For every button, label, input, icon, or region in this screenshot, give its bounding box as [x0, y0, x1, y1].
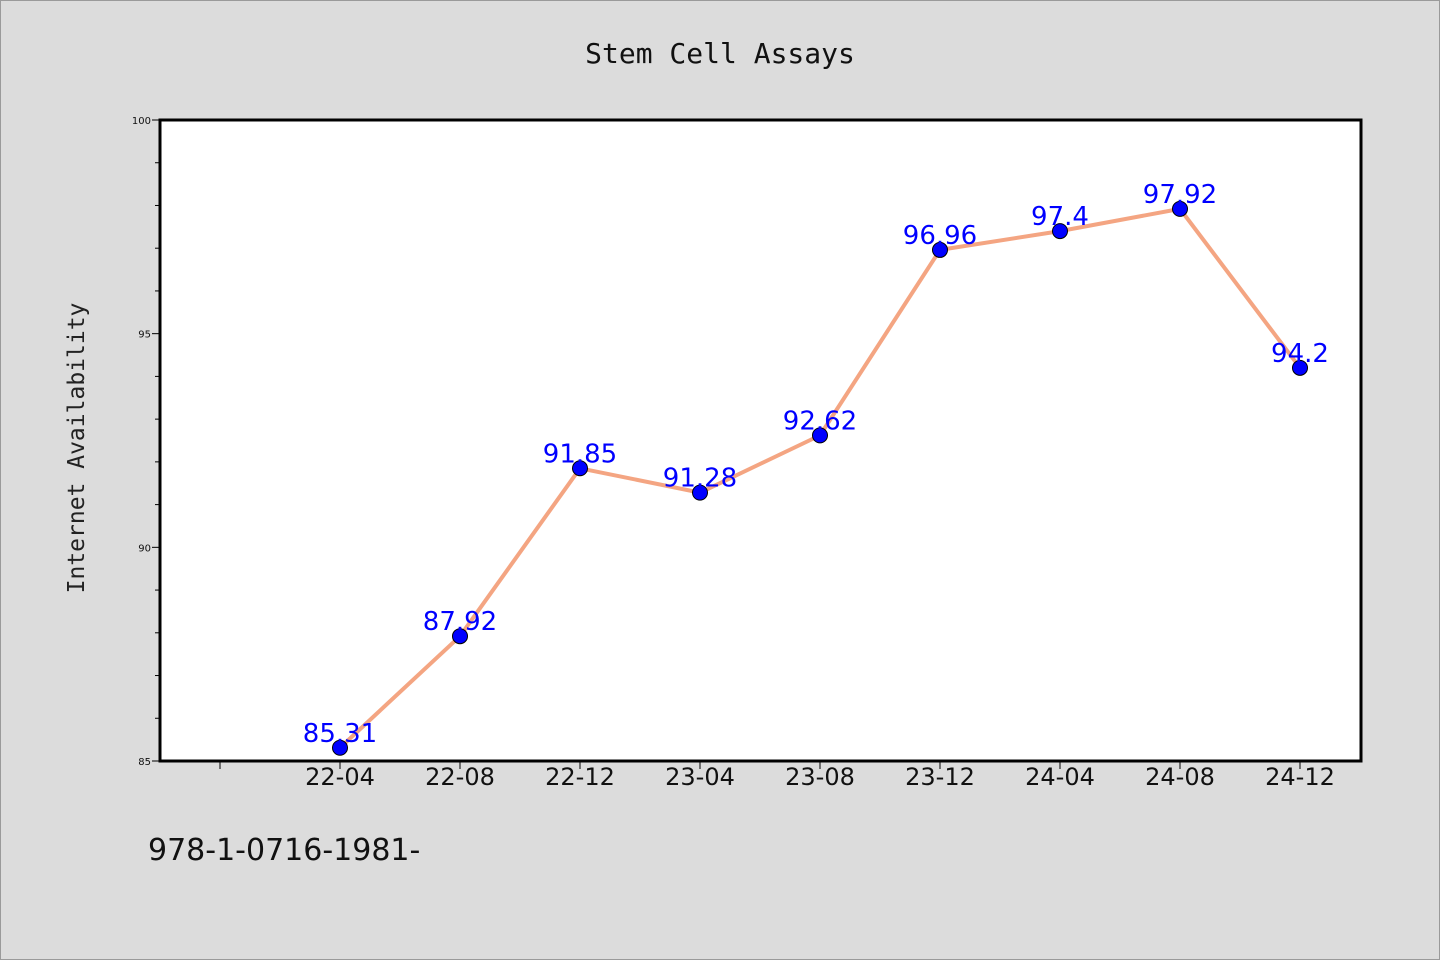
- y-tick-label: 95: [138, 330, 151, 341]
- data-point: [932, 241, 948, 258]
- plot-area: [158, 118, 1363, 763]
- y-axis-label: Internet Availability: [64, 303, 90, 594]
- footnote-isbn: 978-1-0716-1981-: [148, 833, 421, 868]
- y-tick-label: 85: [138, 757, 151, 768]
- data-label: 97.4: [1031, 202, 1089, 232]
- x-tick-label: 23-08: [785, 763, 855, 791]
- data-point: [812, 427, 828, 444]
- x-tick-label: 24-12: [1265, 763, 1335, 791]
- x-tick-label: 24-04: [1025, 763, 1095, 791]
- x-tick-label: 24-08: [1145, 763, 1215, 791]
- data-label: 91.28: [663, 464, 737, 494]
- x-tick-label: 22-12: [545, 763, 615, 791]
- data-point: [332, 739, 348, 756]
- data-label: 94.2: [1271, 339, 1329, 369]
- data-label: 87.92: [423, 607, 497, 637]
- x-tick-label: 23-04: [665, 763, 735, 791]
- x-tick-label: 22-04: [305, 763, 375, 791]
- data-label: 92.62: [783, 406, 857, 436]
- x-tick-label: 22-08: [425, 763, 495, 791]
- data-point: [1292, 359, 1308, 376]
- data-label: 91.85: [543, 439, 617, 469]
- data-point: [1172, 200, 1188, 217]
- data-label: 97.92: [1143, 180, 1217, 210]
- x-axis: 22-04 22-08 22-12 23-04 23-08 23-12 24-04 24-08…: [219, 761, 1335, 791]
- data-point: [572, 460, 588, 477]
- data-point: [692, 484, 708, 501]
- chart-title: Stem Cell Assays: [585, 37, 855, 70]
- x-tick-label: 23-12: [905, 763, 975, 791]
- y-tick-label: 100: [132, 116, 151, 127]
- data-labels: 85.31 87.92 91.85 91.28 92.62 96.96 97.4 97.92 9…: [303, 180, 1329, 749]
- data-label: 85.31: [303, 719, 377, 749]
- y-tick-label: 90: [138, 543, 151, 554]
- data-point: [1052, 223, 1068, 240]
- y-axis: 85 90 95 100: [132, 116, 160, 768]
- data-point: [452, 628, 468, 645]
- data-label: 96.96: [903, 221, 977, 251]
- data-markers: [332, 200, 1308, 756]
